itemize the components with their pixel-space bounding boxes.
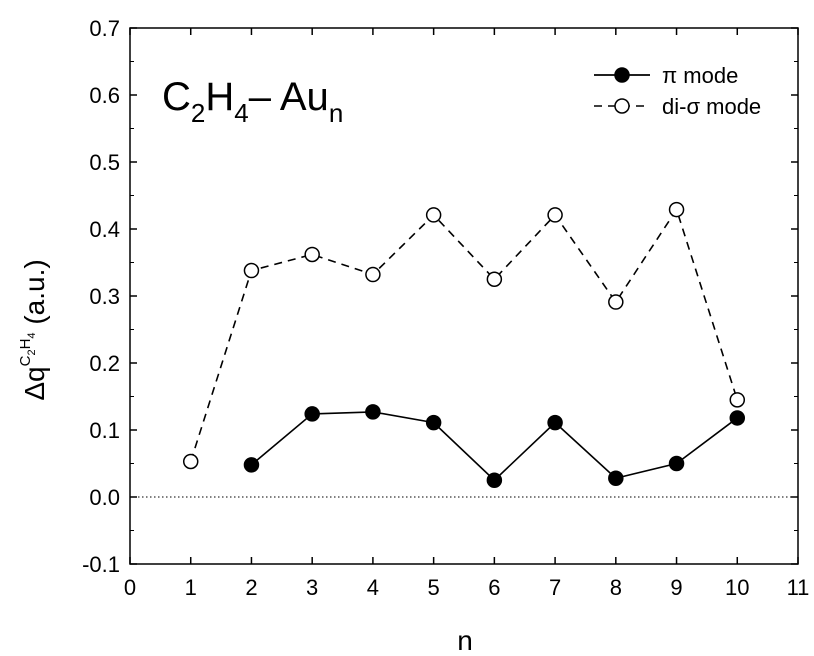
series-layer — [182, 201, 746, 488]
di-sigma-mode-point — [365, 266, 381, 283]
di-sigma-mode-point — [547, 207, 563, 223]
x-tick-label: 4 — [367, 575, 379, 600]
annotation-c: C — [162, 75, 191, 119]
legend-pi-label: π mode — [662, 63, 738, 88]
y-tick-label: 0.3 — [89, 284, 120, 309]
di-sigma-mode-point — [243, 262, 260, 279]
x-tick-label: 7 — [549, 575, 561, 600]
annotation-h: H — [205, 75, 234, 119]
chart-annotation: C2H4– Aun — [162, 75, 343, 128]
annotation-sub-n: n — [329, 98, 343, 128]
pi-mode-point — [668, 455, 685, 472]
pi-mode-point — [729, 410, 746, 426]
pi-mode-point — [365, 404, 381, 420]
annotation-sub-2: 2 — [191, 98, 205, 128]
pi-mode-point — [425, 414, 442, 431]
annotation-dash: – — [249, 75, 272, 119]
y-axis-label: ΔqC2H4 (a.u.) — [17, 259, 50, 400]
legend-disigma-marker — [614, 98, 630, 114]
y-label-suffix: (a.u.) — [19, 259, 50, 332]
x-tick-label: 5 — [428, 575, 440, 600]
y-tick-label: 0.5 — [89, 150, 120, 175]
y-label-sup-c: C — [17, 355, 34, 366]
annotation-sub-4: 4 — [234, 98, 248, 128]
ticks-layer: 0 1 2 3 4 5 6 7 8 9 10 11 -0.1 0.0 0.1 0.2 0.3 0.4 0.5 0.6 0… — [82, 16, 809, 600]
annotation-au: Au — [271, 75, 329, 119]
pi-mode-point — [547, 414, 563, 431]
x-tick-label: 6 — [488, 575, 500, 600]
y-tick-label: 0.7 — [89, 16, 120, 41]
legend: π mode di-σ mode — [594, 63, 761, 119]
di-sigma-mode-point — [182, 453, 199, 470]
x-tick-label: 10 — [725, 575, 749, 600]
pi-mode-point — [608, 470, 624, 486]
y-label-prefix: Δq — [19, 366, 50, 400]
di-sigma-mode-point — [304, 246, 320, 263]
y-tick-label: -0.1 — [82, 552, 120, 577]
x-tick-label: 3 — [306, 575, 318, 600]
di-sigma-mode-point — [608, 294, 624, 310]
x-tick-label: 1 — [185, 575, 197, 600]
y-label-sup-sub-4: 4 — [26, 332, 38, 338]
x-tick-label: 8 — [610, 575, 622, 600]
y-label-sup-h: H — [17, 339, 34, 350]
y-tick-label: 0.0 — [89, 485, 120, 510]
y-tick-label: 0.1 — [89, 418, 120, 443]
di-sigma-mode-point — [668, 201, 685, 218]
pi-mode-point — [243, 457, 260, 473]
x-tick-label: 11 — [787, 575, 810, 600]
y-tick-label: 0.6 — [89, 83, 120, 108]
svg-text:ΔqC2H4 (a.u.): ΔqC2H4 (a.u.) — [17, 259, 50, 400]
legend-disigma-label: di-σ mode — [662, 94, 761, 119]
pi-mode-point — [304, 406, 320, 422]
x-tick-label: 9 — [670, 575, 682, 600]
series-line-di-sigma-mode — [189, 207, 739, 462]
legend-pi-marker — [614, 67, 630, 83]
di-sigma-mode-point — [486, 271, 503, 287]
y-tick-label: 0.2 — [89, 351, 120, 376]
y-tick-label: 0.4 — [89, 217, 120, 242]
x-tick-label: 0 — [124, 575, 136, 600]
pi-mode-point — [486, 472, 503, 488]
x-axis-label: n — [457, 625, 473, 656]
di-sigma-mode-point — [425, 207, 442, 223]
x-tick-label: 2 — [245, 575, 257, 600]
di-sigma-mode-point — [729, 392, 746, 408]
y-label-sup-sub-2: 2 — [26, 349, 38, 355]
